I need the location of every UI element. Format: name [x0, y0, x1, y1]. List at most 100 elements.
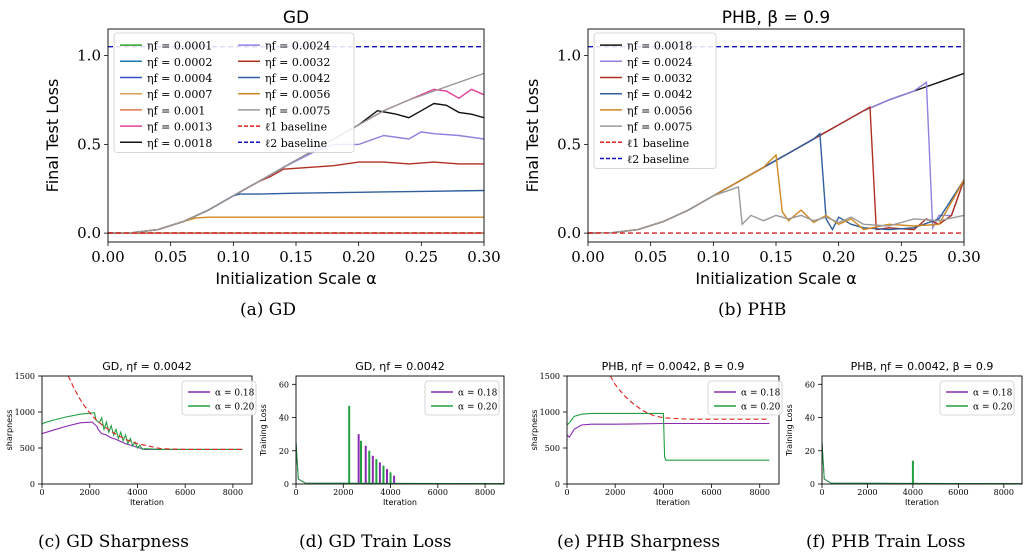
y-tick-label-c: 0: [30, 480, 35, 489]
y-tick-label-b: 0.5: [557, 135, 581, 153]
axes-frame-b: [587, 28, 965, 243]
legend-a: ηf = 0.0001 ηf = 0.0002 ηf = 0.0004 ηf = 0.…: [113, 32, 355, 153]
y-axis-label-f: Training Loss: [785, 404, 794, 457]
x-tick-label-e: 2000: [605, 488, 625, 497]
legend-d: α = 0.18 α = 0.20: [424, 380, 500, 416]
legend-e: α = 0.18 α = 0.20: [707, 380, 783, 416]
x-tick-label-a: 0.30: [467, 248, 500, 266]
x-tick-label-e: 0: [564, 488, 569, 497]
x-tick-label-e: 6000: [701, 488, 721, 497]
x-tick-label-c: 2000: [80, 488, 100, 497]
axes-frame-d: [295, 375, 505, 485]
legend-label-b-5: ηf = 0.0075: [627, 121, 692, 134]
x-tick-label-b: 0.25: [885, 248, 918, 266]
legend-label-f-1: α = 0.20: [973, 403, 1013, 413]
x-tick-label-e: 8000: [750, 488, 770, 497]
panel-title-e: PHB, ηf = 0.0042, β = 0.9: [602, 360, 745, 373]
y-tick-label-b: 0.0: [557, 224, 581, 242]
plot-area-c: [42, 376, 243, 451]
caption-c: (c) GD Sharpness: [38, 532, 189, 552]
y-tick-label-c: 1000: [15, 408, 35, 417]
series-line-e-0: [567, 422, 770, 439]
x-tick-label-b: 0.20: [822, 248, 855, 266]
x-axis-label-d: Iteration: [383, 498, 417, 507]
x-tick-label-a: 0.15: [279, 248, 312, 266]
x-axis-label-e: Iteration: [656, 498, 690, 507]
x-tick-label-a: 0.10: [217, 248, 250, 266]
y-tick-label-a: 1.0: [77, 47, 101, 65]
panel-d: GD, ηf = 0.0042 0 2000 4000 6000 8000 0 20 40 60 I…: [259, 360, 505, 507]
y-tick-label-e: 0: [555, 480, 560, 489]
plot-area-e: [567, 376, 770, 461]
y-tick-label-d: 0: [284, 480, 289, 489]
loss-curve-d-0: [296, 442, 504, 484]
x-axis-label-a: Initialization Scale α: [215, 269, 376, 288]
series-line-a-8: [108, 161, 484, 234]
legend-label-b-1: ηf = 0.0024: [627, 56, 692, 69]
plot-area-b: [588, 46, 964, 234]
caption-e: (e) PHB Sharpness: [557, 532, 721, 552]
x-tick-label-c: 0: [39, 488, 44, 497]
x-tick-label-d: 0: [293, 488, 298, 497]
legend-label-a-8: ηf = 0.0032: [265, 56, 330, 69]
x-tick-label-c: 6000: [175, 488, 195, 497]
legend-b: ηf = 0.0018 ηf = 0.0024 ηf = 0.0032 ηf = 0.…: [593, 32, 717, 170]
legend-label-a-4: ηf = 0.001: [147, 104, 205, 117]
series-line-c-2: [67, 376, 243, 450]
legend-label-a-0: ηf = 0.0001: [147, 40, 212, 53]
series-line-c-1: [42, 412, 243, 451]
y-tick-label-d: 20: [279, 447, 289, 456]
panel-title-f: PHB, ηf = 0.0042, β = 0.9: [851, 360, 994, 373]
x-tick-label-a: 0.20: [342, 248, 375, 266]
y-tick-label-a: 0.0: [77, 224, 101, 242]
x-tick-label-f: 4000: [903, 488, 923, 497]
legend-label-b-7: ℓ2 baseline: [627, 153, 689, 166]
panel-title-a: GD: [283, 8, 309, 28]
series-line-c-0: [42, 421, 243, 450]
x-tick-label-d: 8000: [475, 488, 495, 497]
y-axis-label-b: Final Test Loss: [523, 79, 542, 193]
panel-a: GD 0.00 0.05 0.10 0.15 0.20 0.25 0.30 0.0 0.5 1.0 I…: [43, 8, 501, 288]
y-tick-label-e: 1500: [540, 372, 560, 381]
y-tick-label-a: 0.5: [77, 135, 101, 153]
caption-a: (a) GD: [240, 300, 297, 320]
y-axis-label-a: Final Test Loss: [43, 79, 62, 193]
x-tick-label-f: 8000: [994, 488, 1014, 497]
legend-label-b-6: ℓ1 baseline: [627, 137, 689, 150]
x-axis-label-c: Iteration: [130, 498, 164, 507]
caption-f: (f) PHB Train Loss: [806, 532, 966, 552]
axes-frame-e: [566, 375, 780, 485]
x-axis-label-f: Iteration: [905, 498, 939, 507]
y-tick-label-b: 1.0: [557, 47, 581, 65]
x-tick-label-e: 4000: [653, 488, 673, 497]
y-axis-label-d: Training Loss: [259, 404, 268, 457]
x-tick-label-c: 8000: [223, 488, 243, 497]
series-line-a-10: [108, 216, 484, 234]
series-line-e-1: [567, 412, 770, 461]
y-tick-label-d: 40: [279, 414, 289, 423]
x-tick-label-f: 0: [819, 488, 824, 497]
panel-c: GD, ηf = 0.0042 0 2000 4000 6000 8000 0 500 1000…: [5, 360, 257, 507]
legend-label-a-6: ηf = 0.0018: [147, 137, 212, 150]
x-tick-label-d: 6000: [428, 488, 448, 497]
x-tick-label-a: 0.05: [154, 248, 187, 266]
legend-label-a-13: ℓ2 baseline: [265, 137, 327, 150]
legend-label-a-2: ηf = 0.0004: [147, 72, 212, 85]
axes-frame-c: [41, 375, 253, 485]
y-tick-label-d: 60: [279, 380, 289, 389]
series-line-b-5: [588, 186, 964, 234]
y-tick-label-c: 1500: [15, 372, 35, 381]
plot-area-f: [822, 442, 1022, 484]
y-axis-label-e: sharpness: [530, 410, 539, 451]
panel-e: PHB, ηf = 0.0042, β = 0.9 0 2000 4000 6000 80…: [530, 360, 783, 507]
legend-c: α = 0.18 α = 0.20: [181, 380, 257, 416]
legend-f: α = 0.18 α = 0.20: [939, 380, 1015, 416]
legend-label-a-1: ηf = 0.0002: [147, 56, 212, 69]
y-tick-label-f: 20: [805, 447, 815, 456]
x-tick-label-d: 4000: [380, 488, 400, 497]
x-tick-label-a: 0.00: [91, 248, 124, 266]
y-axis-label-c: sharpness: [5, 410, 14, 451]
y-tick-label-e: 1000: [540, 408, 560, 417]
plot-area-d: [296, 405, 504, 484]
